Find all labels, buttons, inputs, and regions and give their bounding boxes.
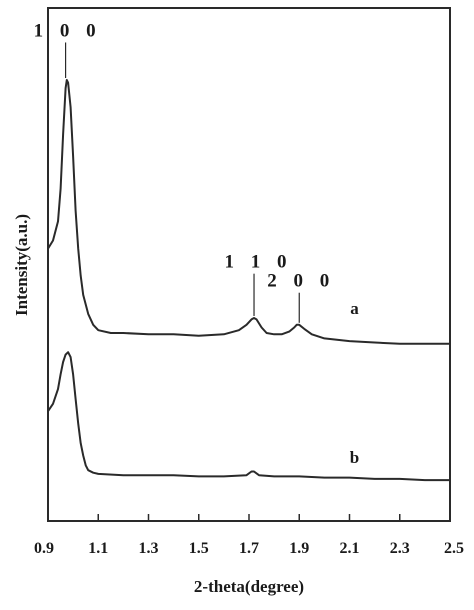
- series-curves: [47, 79, 450, 482]
- series-a-line: [47, 79, 450, 345]
- peak-annotations: 1 0 0 1 1 02 0 0: [34, 20, 335, 323]
- x-tick-label-1: 1.1: [88, 540, 108, 557]
- series-b-line: [47, 351, 450, 482]
- series-label-a: a: [350, 299, 359, 318]
- series-label-b: b: [350, 448, 359, 467]
- x-tick-label-6: 2.1: [340, 540, 360, 557]
- x-tick-labels: 0.9 1.1 1.3 1.5 1.7 1.9 2.1 2.3 2.5: [34, 540, 464, 557]
- x-tick-label-0: 0.9: [34, 540, 54, 557]
- x-tick-label-2: 1.3: [139, 540, 159, 557]
- x-ticks: [47, 514, 451, 521]
- x-tick-label-5: 1.9: [289, 540, 309, 557]
- x-tick-label-4: 1.7: [239, 540, 259, 557]
- peak-label-0: 1 0 0: [34, 20, 102, 41]
- x-tick-label-7: 2.3: [390, 540, 410, 557]
- x-axis-title: 2-theta(degree): [194, 577, 304, 596]
- x-tick-label-8: 2.5: [444, 540, 464, 557]
- peak-label-2: 2 0 0: [267, 271, 335, 292]
- series-labels: ab: [350, 299, 359, 467]
- x-tick-label-3: 1.5: [189, 540, 209, 557]
- y-axis-title: Intensity(a.u.): [12, 214, 31, 316]
- peak-label-1: 1 1 0: [225, 252, 293, 273]
